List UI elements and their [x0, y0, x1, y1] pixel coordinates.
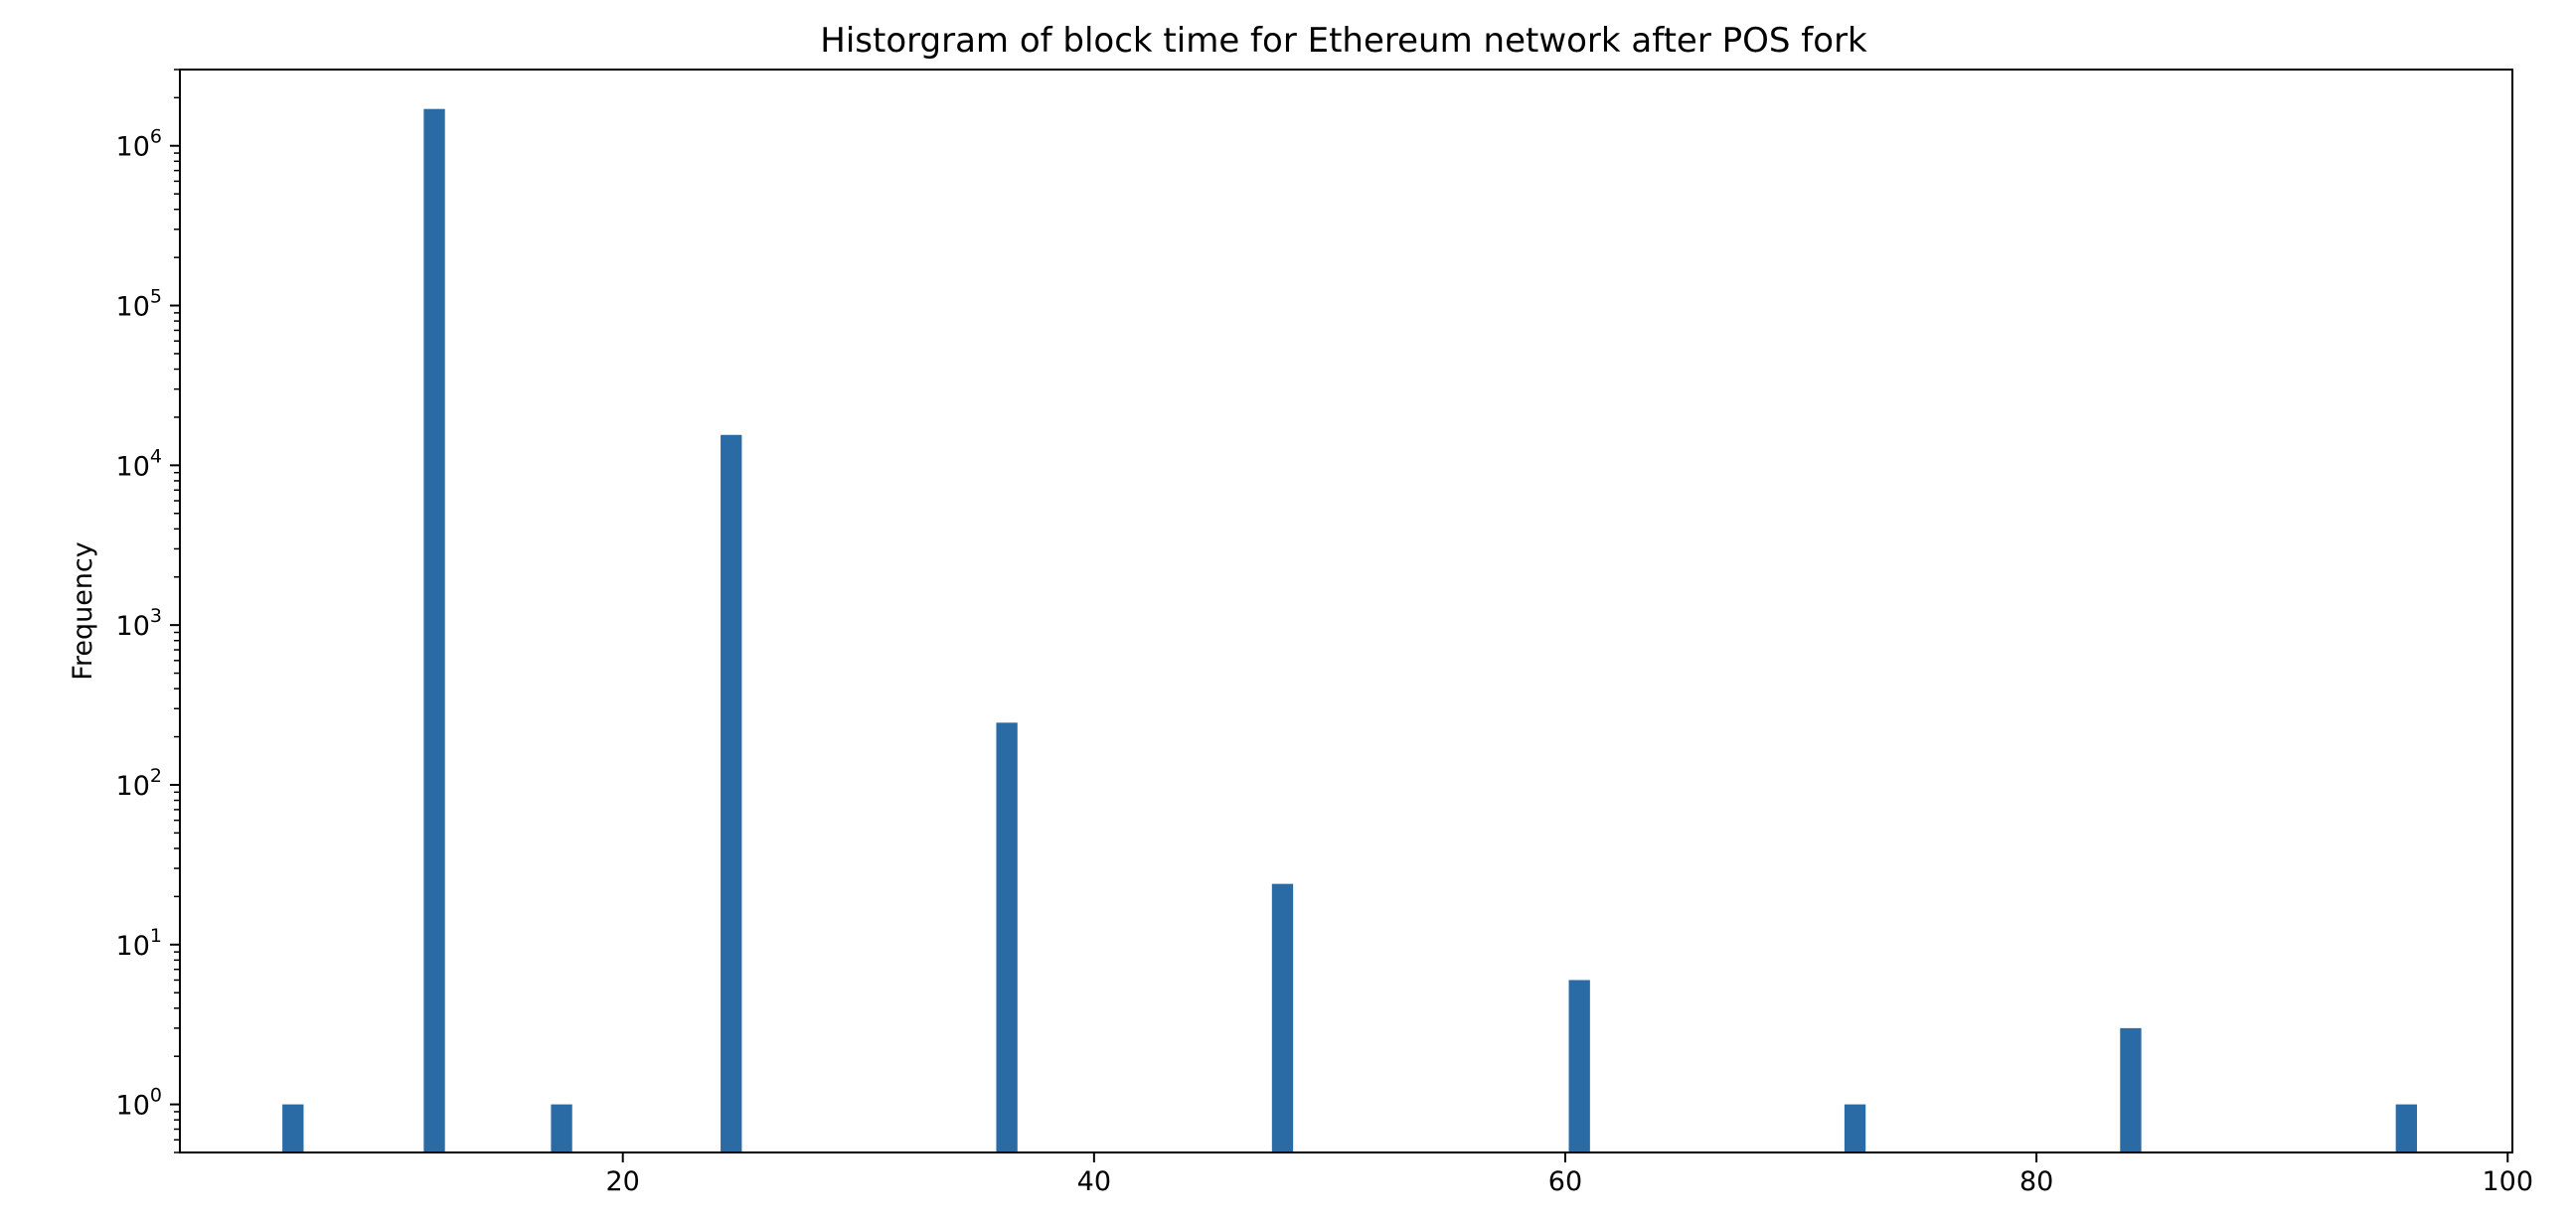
bar-2 [551, 1104, 572, 1152]
y-tick-label-6: 106 [116, 126, 162, 163]
y-tick-label-5: 105 [116, 286, 162, 323]
chart-title: Historgram of block time for Ethereum ne… [820, 21, 1867, 61]
bar-5 [1271, 883, 1294, 1152]
x-tick-label-2: 60 [1548, 1166, 1582, 1197]
x-tick-label-3: 80 [2019, 1166, 2053, 1197]
y-tick-label-1: 101 [116, 925, 162, 962]
plot-frame [179, 69, 2513, 1153]
bar-8 [2120, 1027, 2142, 1152]
bar-7 [1844, 1104, 1866, 1152]
bar-9 [2395, 1104, 2417, 1152]
bar-3 [721, 434, 742, 1152]
y-tick-label-2: 102 [116, 765, 162, 802]
bar-4 [996, 722, 1018, 1152]
bar-0 [282, 1104, 304, 1152]
bars-group [282, 108, 2417, 1152]
bar-6 [1568, 980, 1590, 1152]
y-tick-label-0: 100 [116, 1085, 162, 1122]
x-tick-label-1: 40 [1077, 1166, 1111, 1197]
bar-1 [423, 108, 445, 1152]
y-axis: 100 101 102 103 104 105 106 [116, 69, 180, 1153]
x-tick-label-0: 20 [606, 1166, 640, 1197]
x-tick-label-4: 100 [2482, 1166, 2533, 1197]
y-tick-label-3: 103 [116, 605, 162, 642]
x-axis: 20 40 60 80 100 [606, 1152, 2533, 1197]
y-tick-label-4: 104 [116, 445, 162, 482]
y-axis-label: Frequency [68, 541, 98, 681]
